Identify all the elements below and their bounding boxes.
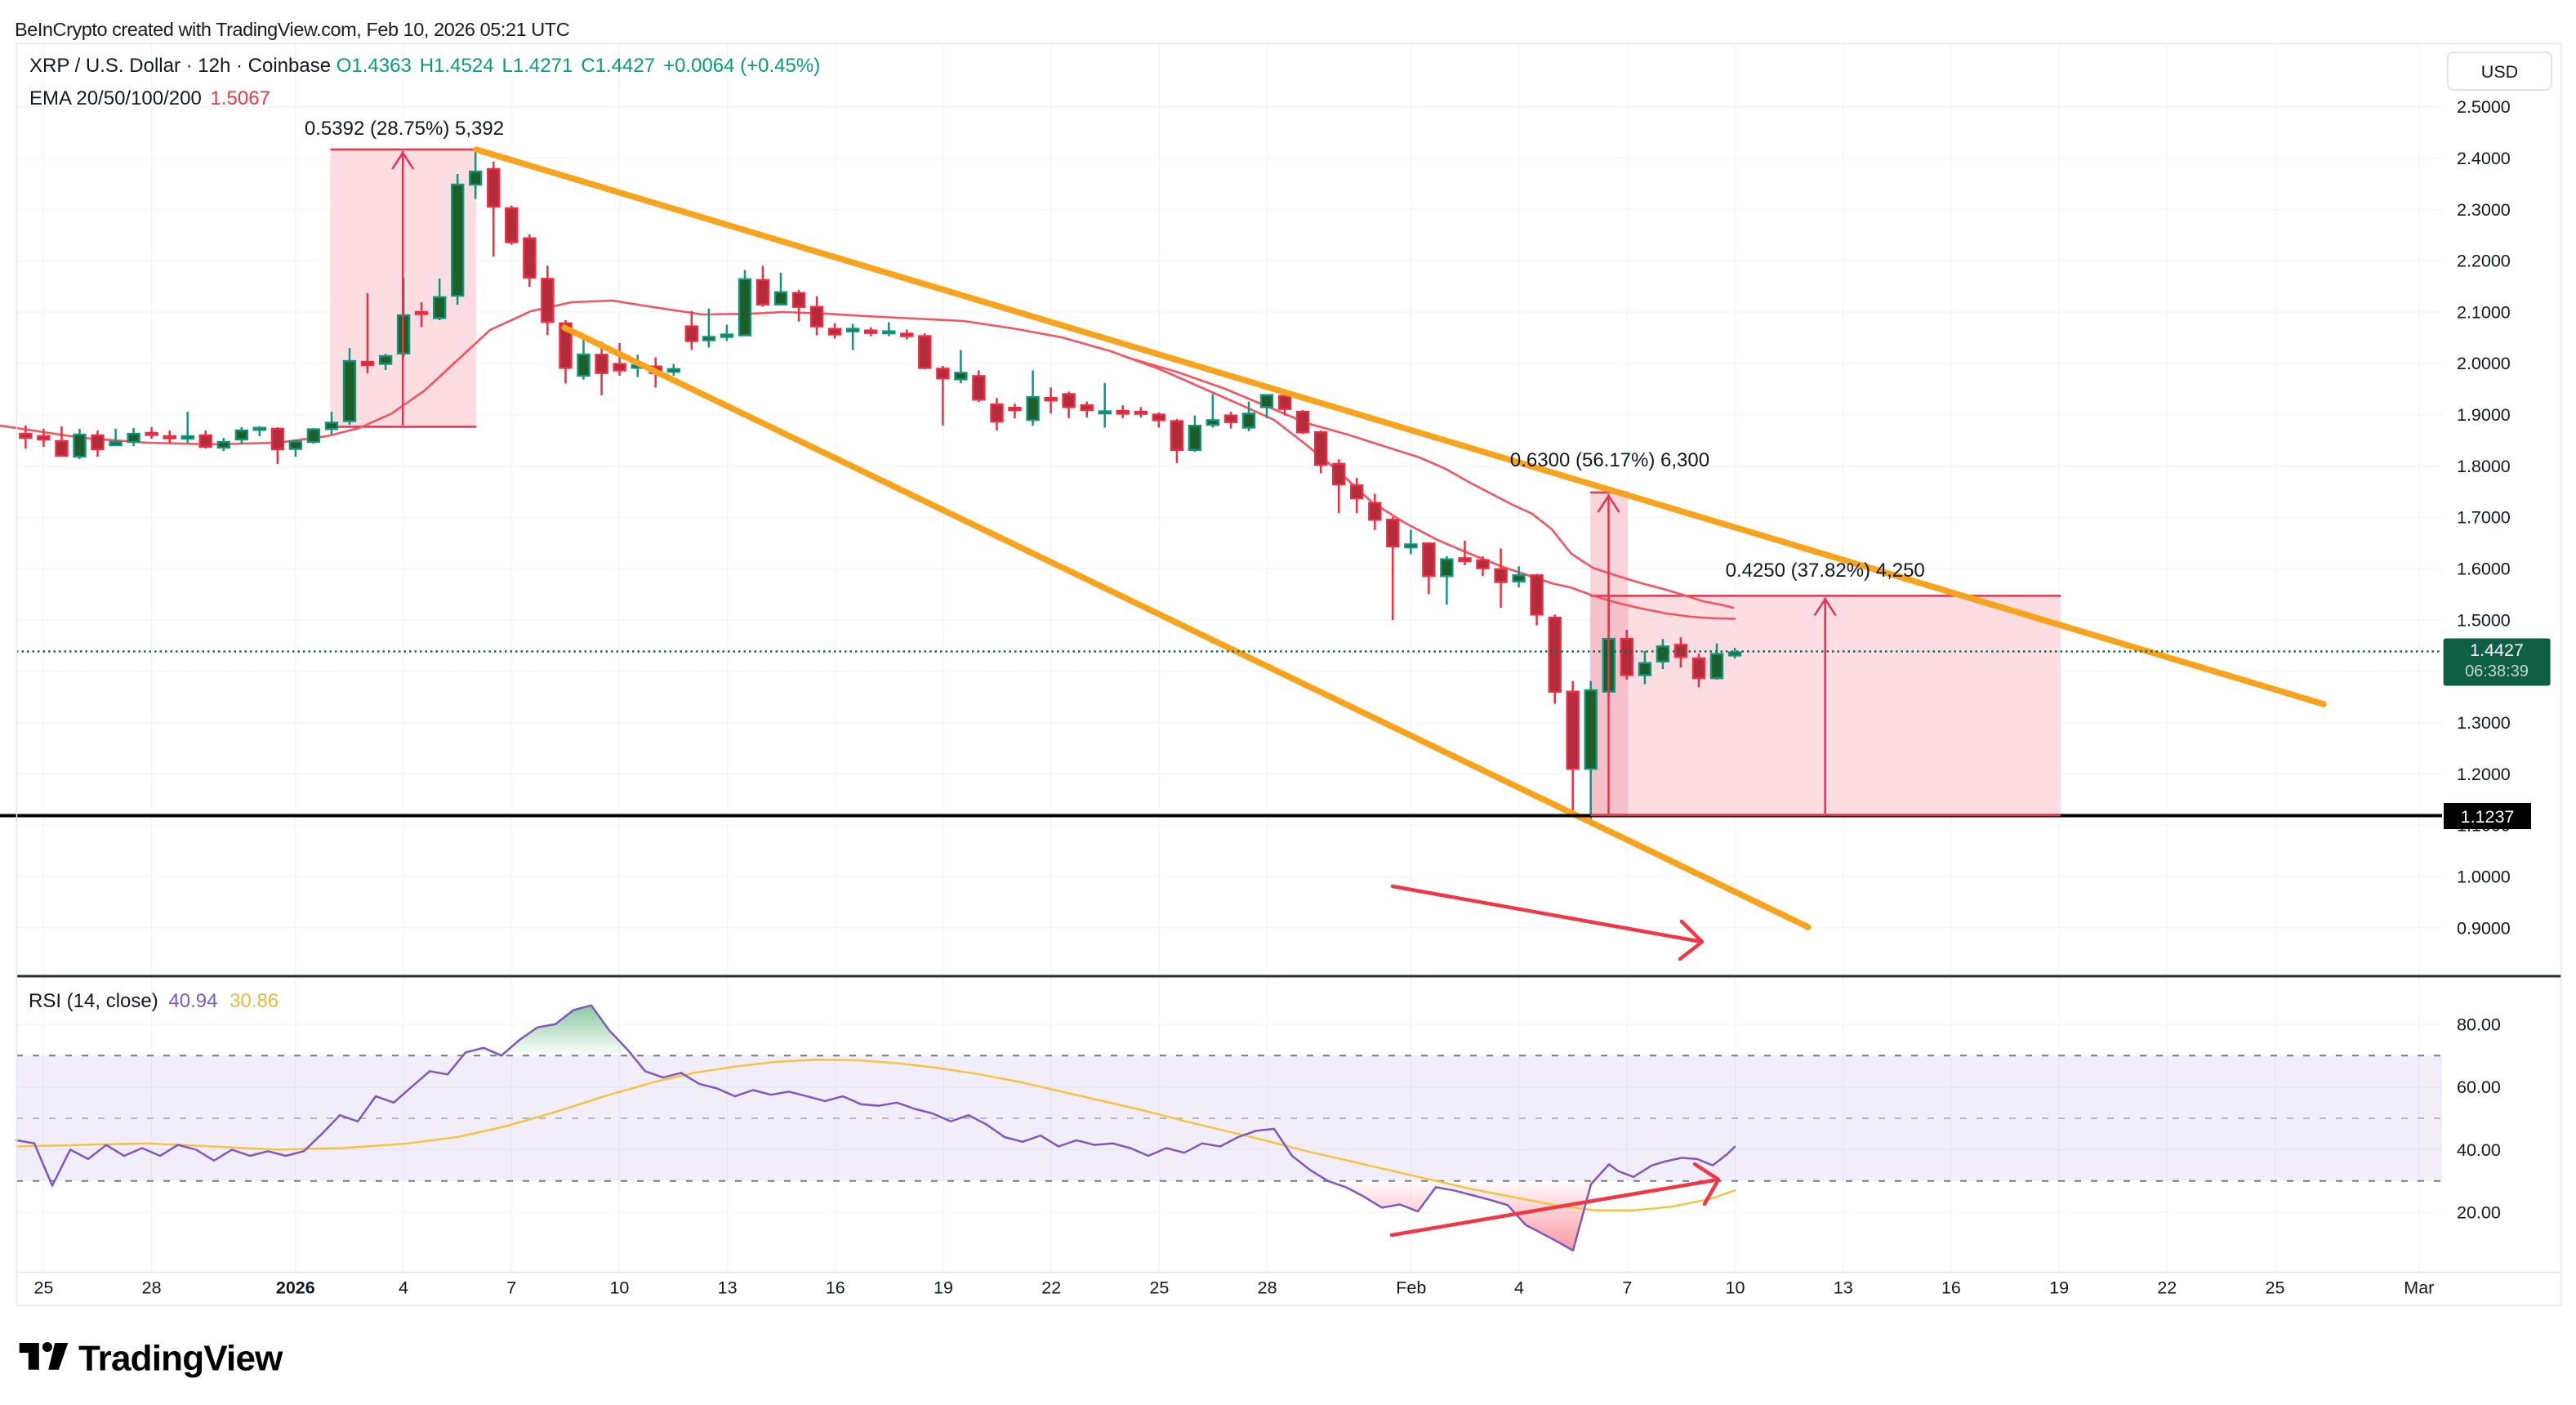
svg-text:28: 28 (1258, 1278, 1277, 1298)
svg-text:2.0000: 2.0000 (2457, 354, 2511, 373)
svg-text:19: 19 (934, 1278, 953, 1298)
svg-text:2.1000: 2.1000 (2457, 302, 2511, 322)
svg-text:USD: USD (2481, 62, 2518, 82)
svg-text:13: 13 (718, 1278, 738, 1298)
svg-text:19: 19 (2049, 1278, 2069, 1298)
svg-text:10: 10 (1726, 1278, 1745, 1298)
svg-text:28: 28 (142, 1278, 162, 1298)
svg-text:10: 10 (609, 1278, 629, 1298)
svg-text:BeInCrypto created with Tradin: BeInCrypto created with TradingView.com,… (15, 19, 570, 40)
svg-text:7: 7 (506, 1278, 516, 1298)
svg-text:22: 22 (1041, 1278, 1061, 1298)
svg-text:1.9000: 1.9000 (2457, 405, 2511, 425)
svg-text:EMA 20/50/100/200 1.5067: EMA 20/50/100/200 1.5067 (29, 87, 270, 109)
svg-text:80.00: 80.00 (2457, 1015, 2501, 1034)
svg-text:7: 7 (1622, 1278, 1632, 1298)
svg-text:1.5000: 1.5000 (2457, 610, 2511, 630)
svg-text:XRP / U.S. Dollar · 12h · Coin: XRP / U.S. Dollar · 12h · Coinbase O1.43… (29, 55, 820, 77)
svg-text:0.4250 (37.82%) 4,250: 0.4250 (37.82%) 4,250 (1726, 560, 1925, 582)
svg-text:0.6300 (56.17%) 6,300: 0.6300 (56.17%) 6,300 (1510, 449, 1709, 471)
svg-text:60.00: 60.00 (2457, 1077, 2501, 1097)
svg-text:Mar: Mar (2404, 1278, 2434, 1298)
svg-text:1.3000: 1.3000 (2457, 713, 2511, 733)
svg-text:13: 13 (1834, 1278, 1853, 1298)
svg-text:22: 22 (2157, 1278, 2177, 1298)
svg-text:2.4000: 2.4000 (2457, 149, 2511, 168)
svg-text:2.3000: 2.3000 (2457, 200, 2511, 220)
svg-text:1.6000: 1.6000 (2457, 560, 2511, 579)
svg-text:06:38:39: 06:38:39 (2465, 662, 2529, 680)
svg-text:25: 25 (2266, 1278, 2285, 1298)
svg-text:16: 16 (826, 1278, 845, 1298)
svg-text:4: 4 (1514, 1278, 1524, 1298)
svg-text:20.00: 20.00 (2457, 1203, 2501, 1223)
svg-text:1.7000: 1.7000 (2457, 508, 2511, 528)
svg-text:Feb: Feb (1396, 1278, 1426, 1298)
svg-text:TradingView: TradingView (78, 1339, 283, 1379)
svg-text:1.0000: 1.0000 (2457, 868, 2511, 887)
svg-text:25: 25 (1149, 1278, 1169, 1298)
svg-text:0.5392 (28.75%) 5,392: 0.5392 (28.75%) 5,392 (305, 118, 504, 140)
svg-text:0.9000: 0.9000 (2457, 918, 2511, 938)
svg-text:RSI (14, close) 40.94 30.86: RSI (14, close) 40.94 30.86 (29, 990, 279, 1012)
svg-text:25: 25 (33, 1278, 53, 1298)
svg-text:2026: 2026 (276, 1278, 315, 1298)
svg-text:16: 16 (1941, 1278, 1961, 1298)
svg-text:4: 4 (399, 1278, 408, 1298)
svg-text:1.4427: 1.4427 (2470, 640, 2524, 660)
svg-text:1.1237: 1.1237 (2461, 807, 2515, 827)
svg-text:2.2000: 2.2000 (2457, 252, 2511, 271)
svg-text:2.5000: 2.5000 (2457, 97, 2511, 117)
svg-text:1.8000: 1.8000 (2457, 457, 2511, 476)
svg-text:40.00: 40.00 (2457, 1140, 2501, 1160)
svg-text:1.2000: 1.2000 (2457, 765, 2511, 784)
